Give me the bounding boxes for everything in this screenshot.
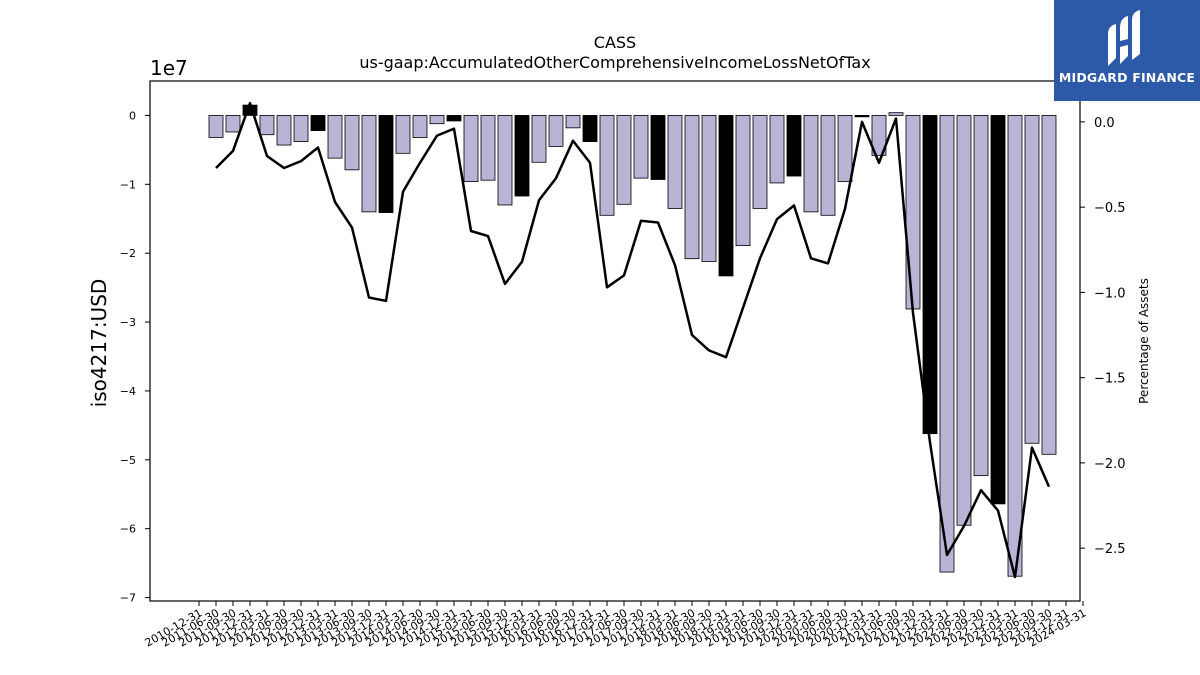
bar-2022-06-30 (956, 115, 972, 526)
bar-2022-09-30 (973, 115, 989, 477)
bar-2015-03-31 (463, 115, 479, 182)
bar-2018-06-30 (684, 115, 700, 260)
y-tick-label: −3 (120, 316, 136, 329)
chart-title: CASS (594, 33, 636, 52)
y-tick-label: 0 (129, 109, 136, 122)
bar-2019-09-30 (769, 115, 785, 184)
bar-2014-09-30 (429, 115, 445, 125)
bar-2013-12-31 (378, 115, 394, 213)
y-tick-label: −4 (120, 385, 136, 398)
bar-2019-03-31 (735, 115, 751, 247)
bar-2021-12-31 (922, 115, 938, 435)
bar-2012-06-30 (276, 115, 292, 146)
bar-2016-06-30 (548, 115, 564, 147)
bar-2019-06-30 (752, 115, 768, 209)
y2-tick-label: 0.0 (1094, 116, 1115, 131)
bar-2020-06-30 (820, 115, 836, 216)
axes-layer: 0−1−2−3−4−5−6−70.0−0.5−1.0−1.5−2.0−2.520… (120, 80, 1126, 650)
bar-2022-12-31 (990, 115, 1006, 505)
bar-2011-09-30 (225, 115, 241, 133)
bar-2014-06-30 (412, 115, 428, 138)
bar-2023-03-31 (1007, 115, 1023, 577)
bar-2012-12-31 (310, 115, 326, 131)
plot-frame (149, 80, 1081, 602)
logo-text: MIDGARD FINANCE (1058, 70, 1196, 85)
y-scale-label: 1e7 (150, 56, 188, 80)
bar-2015-09-30 (497, 115, 513, 206)
bar-2011-06-30 (208, 115, 224, 138)
bar-2017-03-31 (599, 115, 615, 216)
bar-2015-06-30 (480, 115, 496, 181)
percentage-line (215, 101, 1051, 579)
y2-axis-label: Percentage of Assets (1137, 278, 1151, 404)
y2-tick-label: −2.0 (1094, 457, 1126, 472)
y-tick-label: −7 (120, 592, 136, 605)
bar-2021-09-30 (905, 115, 921, 310)
bar-2023-06-30 (1024, 115, 1040, 444)
bar-2016-03-31 (531, 115, 547, 163)
bar-2017-12-31 (650, 115, 666, 180)
bar-2014-03-31 (395, 115, 411, 154)
y-tick-label: −2 (120, 247, 136, 260)
y2-tick-label: −1.0 (1094, 286, 1126, 301)
bar-2018-03-31 (667, 115, 683, 209)
y2-tick-label: −1.5 (1094, 372, 1126, 387)
logo: MIDGARD FINANCE (1054, 0, 1200, 101)
bar-2013-03-31 (327, 115, 343, 159)
bars-layer (208, 104, 1057, 577)
bar-2012-09-30 (293, 115, 309, 143)
y2-tick-label: −0.5 (1094, 201, 1126, 216)
y-axis-label: iso4217:USD (87, 279, 111, 408)
bar-2013-09-30 (361, 115, 377, 213)
y-tick-label: −1 (120, 178, 136, 191)
bar-2020-09-30 (837, 115, 853, 182)
bar-2021-03-31 (871, 115, 887, 156)
midgard-logo-icon (1108, 10, 1140, 66)
bar-2018-09-30 (701, 115, 717, 262)
bar-2022-03-31 (939, 115, 955, 573)
bar-2020-12-31 (854, 115, 870, 118)
bar-2021-06-30 (888, 112, 904, 116)
bar-2019-12-31 (786, 115, 802, 177)
bar-2020-03-31 (803, 115, 819, 213)
bar-2015-12-31 (514, 115, 530, 197)
bar-2017-09-30 (633, 115, 649, 179)
bar-2016-12-31 (582, 115, 598, 143)
bar-2012-03-31 (259, 115, 275, 136)
y-tick-label: −6 (120, 523, 136, 536)
bar-2023-09-30 (1041, 115, 1057, 455)
bar-2014-12-31 (446, 115, 462, 122)
bar-2018-12-31 (718, 115, 734, 277)
y2-tick-label: −2.5 (1094, 542, 1126, 557)
line-layer (215, 101, 1051, 579)
bar-2017-06-30 (616, 115, 632, 205)
chart-subtitle: us-gaap:AccumulatedOtherComprehensiveInc… (359, 53, 870, 72)
bar-2016-09-30 (565, 115, 581, 129)
y-tick-label: −5 (120, 454, 136, 467)
bar-2013-06-30 (344, 115, 360, 171)
